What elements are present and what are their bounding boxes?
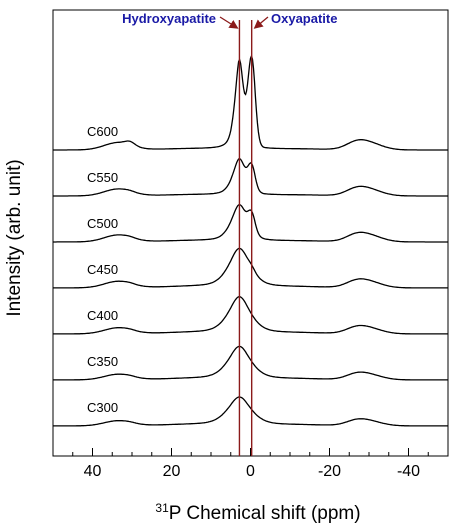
y-axis-title: Intensity (arb. unit) <box>4 159 25 316</box>
x-axis-title-superscript: 31 <box>155 501 169 515</box>
spectrum-c400 <box>53 296 448 335</box>
x-tick-labels: 40 20 0 -20 -40 <box>84 463 421 480</box>
spectrum-c550 <box>53 157 448 197</box>
series-label-c300: C300 <box>87 400 118 415</box>
annotation-arrow-hydroxyapatite <box>219 16 239 29</box>
annotation-oxyapatite: Oxyapatite <box>271 11 337 26</box>
x-tick-label: 0 <box>246 463 255 480</box>
x-axis-title: 31P Chemical shift (ppm) <box>155 501 360 524</box>
spectra <box>53 53 448 427</box>
spectrum-c350 <box>53 345 448 381</box>
series-labels: C300 C350 C400 C450 C500 C550 C600 <box>87 124 118 415</box>
x-tick-label: -40 <box>397 463 420 480</box>
spectrum-c500 <box>53 203 448 243</box>
series-label-c450: C450 <box>87 262 118 277</box>
series-label-c600: C600 <box>87 124 118 139</box>
spectrum-c450 <box>53 247 448 289</box>
spectrum-c600 <box>53 53 448 151</box>
spectrum-c300 <box>53 396 448 427</box>
annotation-arrow-oxyapatite <box>253 16 269 29</box>
x-tick-label: 40 <box>84 463 102 480</box>
series-label-c500: C500 <box>87 216 118 231</box>
series-label-c550: C550 <box>87 170 118 185</box>
x-axis-title-text: P Chemical shift (ppm) <box>169 503 361 524</box>
major-ticks <box>92 448 409 456</box>
annotation-hydroxyapatite: Hydroxyapatite <box>122 11 216 26</box>
x-tick-label: -20 <box>318 463 341 480</box>
reference-lines <box>238 20 253 456</box>
annotations: Hydroxyapatite Oxyapatite <box>122 11 337 29</box>
series-label-c400: C400 <box>87 308 118 323</box>
x-tick-label: 20 <box>163 463 181 480</box>
series-label-c350: C350 <box>87 354 118 369</box>
plot-frame <box>52 9 449 457</box>
